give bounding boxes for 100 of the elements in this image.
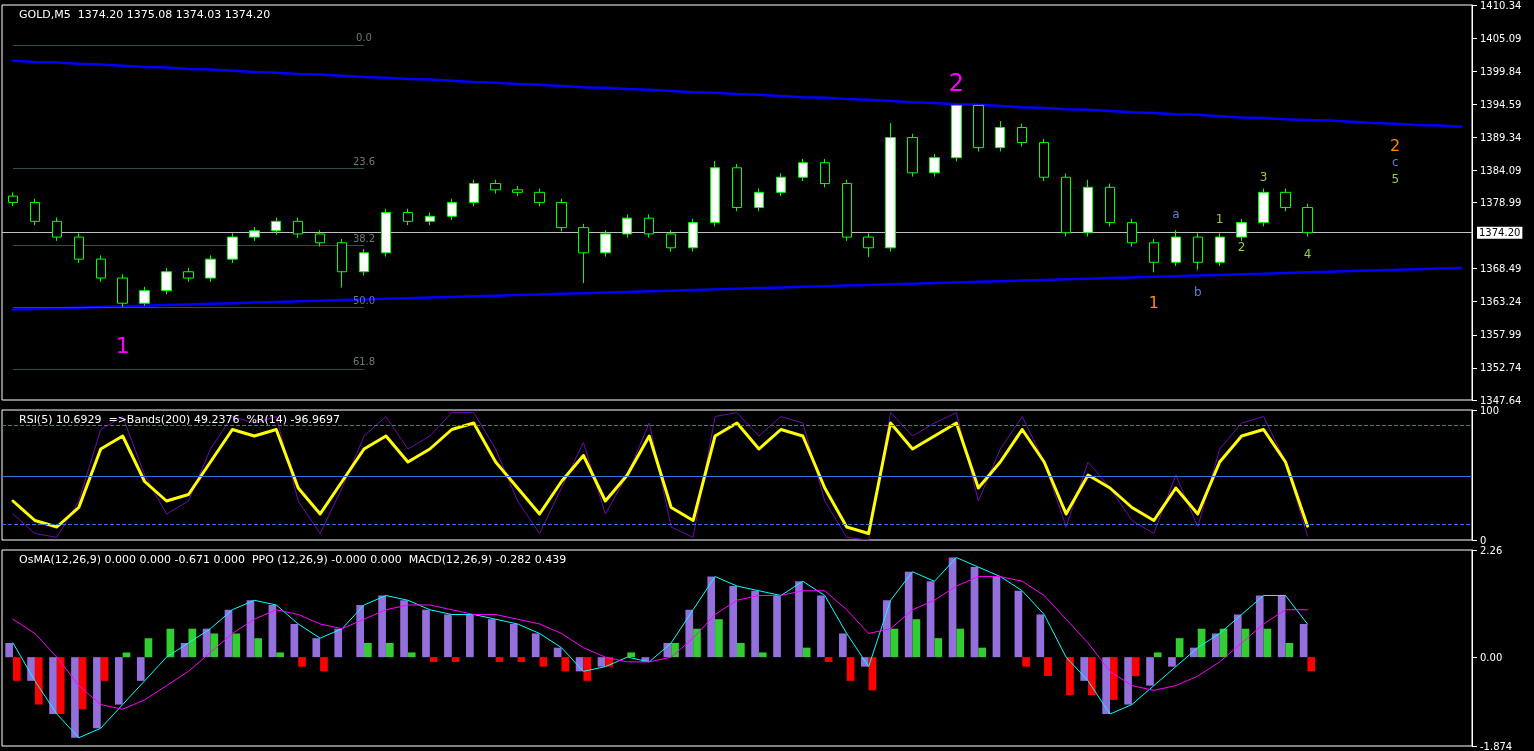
annotation: 1 [115, 332, 130, 358]
candlestick [754, 188, 764, 212]
y-tick-label: 0.00 [1480, 651, 1503, 663]
bar [12, 657, 21, 681]
bar [136, 657, 145, 681]
candlestick [512, 185, 523, 197]
bar [904, 571, 913, 658]
y-tick-label: 1389.34 [1480, 131, 1522, 143]
bar [100, 657, 109, 681]
bar [93, 657, 101, 729]
candlestick [907, 133, 918, 178]
bar [795, 581, 803, 658]
candlestick [842, 179, 852, 242]
candlestick [578, 223, 589, 284]
bar [839, 633, 847, 658]
bar [334, 628, 343, 658]
candlestick [337, 238, 347, 288]
candlestick [227, 232, 238, 264]
bar [509, 623, 518, 658]
bar [451, 657, 460, 662]
bar [751, 590, 759, 658]
bar [290, 623, 299, 658]
candlestick [556, 198, 567, 232]
bar [978, 647, 987, 658]
annotation: 1 [1215, 212, 1224, 227]
bar [882, 600, 891, 658]
candlestick [1061, 172, 1071, 237]
bar [429, 657, 438, 662]
bar [773, 595, 781, 658]
bar [737, 642, 745, 658]
bar [444, 614, 452, 658]
bar [1299, 623, 1308, 658]
bar [210, 633, 219, 658]
candlestick [96, 254, 106, 283]
bar [715, 619, 723, 658]
candlestick [403, 208, 413, 226]
annotation: 0.0 [356, 32, 372, 44]
annotation: a [1172, 207, 1180, 222]
y-tick-label: 1357.99 [1480, 329, 1522, 341]
bar [531, 633, 540, 658]
bar [517, 657, 526, 662]
bar [422, 609, 430, 658]
candlestick [271, 217, 281, 236]
annotation: b [1193, 284, 1202, 299]
y-tick-label: 1363.24 [1480, 296, 1522, 308]
bar [1022, 657, 1030, 667]
line-series [11, 59, 1463, 129]
candlestick [1215, 232, 1225, 267]
bar [1263, 628, 1272, 658]
candlestick [776, 172, 786, 197]
bar [34, 657, 43, 705]
bar [934, 638, 943, 658]
bar [487, 619, 496, 658]
y-tick-label: 1378.99 [1480, 197, 1522, 208]
candlestick [490, 179, 501, 195]
bar [49, 657, 57, 715]
bar [970, 567, 979, 658]
candlestick [951, 104, 962, 162]
annotation: 4 [1303, 247, 1312, 262]
candlestick [1127, 218, 1137, 248]
candlestick [732, 163, 742, 212]
y-tick-label: 1384.09 [1480, 164, 1522, 176]
candlestick [995, 120, 1005, 152]
y-tick-label: 1347.64 [1480, 394, 1522, 406]
bar [495, 657, 504, 662]
bar [1014, 590, 1023, 658]
candlestick [469, 179, 479, 207]
bar [407, 652, 416, 658]
candlestick [644, 213, 654, 239]
candlestick [863, 232, 874, 258]
candlestick [139, 286, 150, 307]
bar [1277, 595, 1286, 658]
annotation: 3 [1259, 169, 1268, 184]
candlestick [600, 229, 611, 258]
bar [539, 657, 548, 667]
bar [1124, 657, 1132, 705]
bar [364, 642, 372, 658]
bar [1044, 657, 1052, 677]
y-tick-label: 1394.59 [1480, 98, 1522, 110]
candlestick [885, 122, 896, 253]
bar [1307, 657, 1316, 672]
bar [144, 638, 153, 658]
bar [298, 657, 306, 667]
candlestick [183, 267, 194, 283]
bar [232, 633, 241, 658]
bar [5, 642, 13, 658]
candlestick [249, 226, 260, 242]
candlestick [205, 254, 216, 283]
bar [122, 652, 131, 658]
bar [188, 628, 197, 658]
candlestick [798, 158, 808, 182]
candlestick [1083, 179, 1093, 237]
candlestick [1302, 203, 1313, 237]
bar [561, 657, 570, 672]
candlestick [52, 217, 62, 242]
candlestick [293, 217, 303, 239]
bar [846, 657, 855, 681]
bar [597, 657, 606, 667]
bar [890, 628, 899, 658]
candlestick [1280, 188, 1291, 212]
